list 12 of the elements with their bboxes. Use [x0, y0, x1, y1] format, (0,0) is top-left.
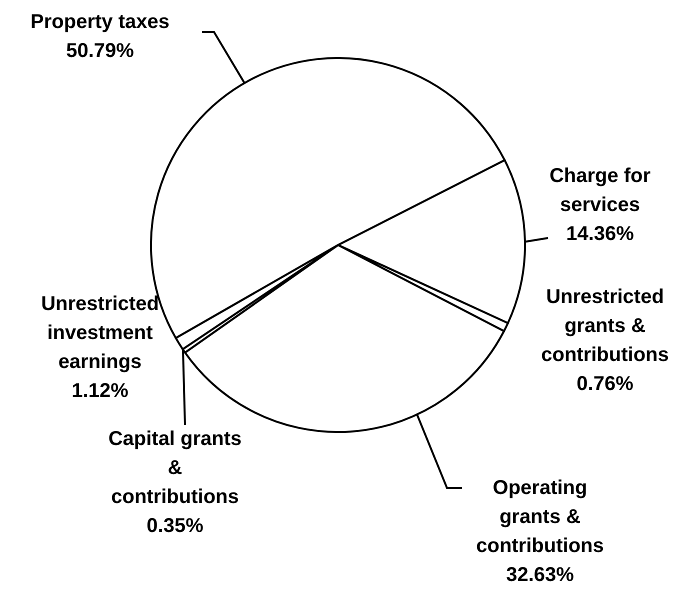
data-label: 32.63% [506, 564, 574, 586]
data-label: 14.36% [566, 223, 634, 245]
slice-label: Operating grants & contributions [476, 477, 604, 557]
data-label: 0.35% [146, 515, 204, 537]
slice-label: Charge for services [549, 165, 651, 216]
slice-label: Unrestricted grants & contributions [541, 286, 669, 366]
slice-label: Capital grants & contributions [108, 428, 242, 508]
data-label: 1.12% [72, 380, 129, 402]
data-label: 50.79% [66, 40, 134, 62]
slice-label: Unrestricted investment earnings [41, 293, 159, 373]
slice-label: Property taxes [30, 11, 170, 33]
data-label: 0.76% [576, 373, 634, 395]
